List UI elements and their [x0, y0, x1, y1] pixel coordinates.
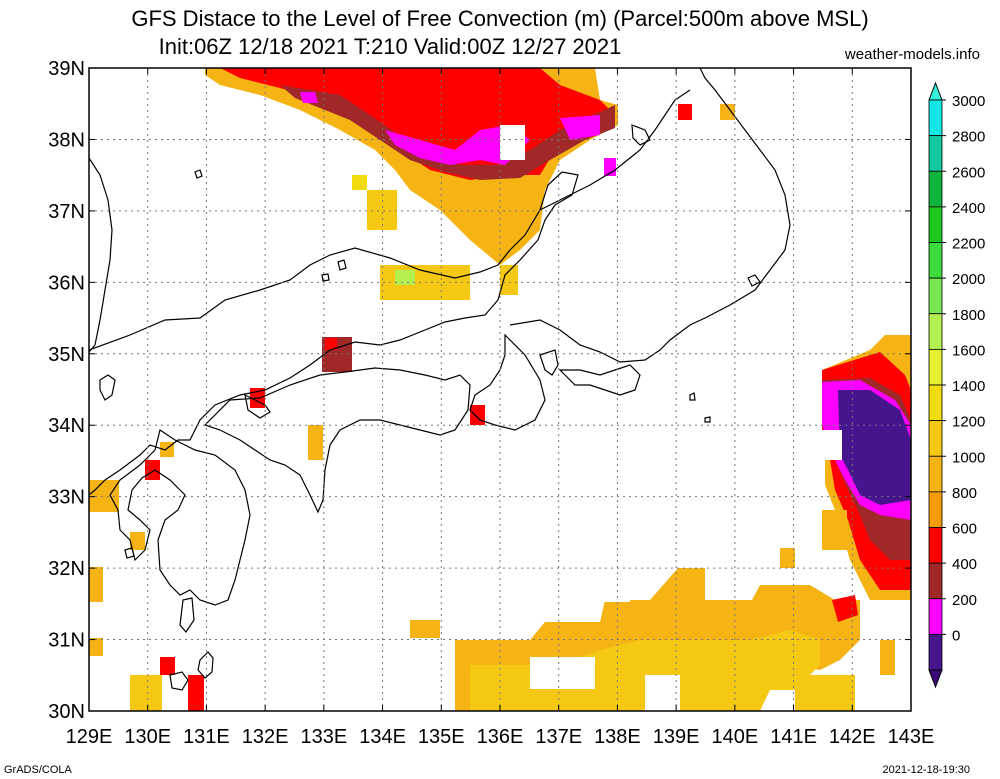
lat-label: 32N [48, 558, 85, 580]
colorbar-label: 1600 [952, 342, 985, 359]
colorbar-label: 800 [952, 485, 977, 502]
colorbar-label: 600 [952, 521, 977, 538]
colorbar-swatch [928, 242, 943, 279]
colorbar-swatch [928, 206, 943, 243]
lon-label: 129E [66, 726, 113, 748]
colorbar-label: 2600 [952, 164, 985, 181]
colorbar-swatch [928, 491, 943, 528]
colorbar-label: 400 [952, 556, 977, 573]
colorbar-bottom-arrow [928, 669, 943, 689]
colorbar-swatch [928, 562, 943, 600]
colorbar-swatch [928, 420, 943, 457]
colorbar-label: 2000 [952, 271, 985, 288]
lon-label: 140E [711, 726, 758, 748]
footer-left: GrADS/COLA [4, 764, 72, 776]
site-label: weather-models.info [844, 46, 980, 63]
lat-label: 37N [48, 201, 85, 223]
colorbar-swatch [928, 455, 943, 493]
lon-label: 131E [183, 726, 230, 748]
lon-label: 141E [770, 726, 817, 748]
lon-label: 136E [477, 726, 524, 748]
colorbar-label: 2800 [952, 129, 985, 146]
colorbar-swatch [928, 99, 943, 137]
colorbar-swatch [928, 598, 943, 635]
colorbar-swatch [928, 384, 943, 422]
colorbar-swatch [928, 348, 943, 386]
lon-label: 135E [418, 726, 465, 748]
lat-label: 31N [48, 630, 85, 652]
colorbar-swatch [928, 313, 943, 350]
lat-label: 30N [48, 701, 85, 723]
colorbar-label: 1400 [952, 378, 985, 395]
axis-ticks [88, 67, 912, 712]
colorbar-label: 2400 [952, 200, 985, 217]
coastlines [89, 68, 791, 691]
lfc-field [89, 68, 911, 711]
colorbar-swatch [928, 135, 943, 172]
lat-label: 36N [48, 272, 85, 294]
colorbar-label: 0 [952, 627, 960, 644]
lat-label: 39N [48, 58, 85, 80]
lon-label: 142E [829, 726, 876, 748]
map-title: GFS Distace to the Level of Free Convect… [131, 6, 869, 31]
lat-axis: 39N 38N 37N 36N 35N 34N 33N 32N 31N 30N [48, 58, 85, 723]
lon-label: 134E [359, 726, 406, 748]
grid-lines [89, 68, 911, 711]
colorbar-label: 1800 [952, 307, 985, 324]
colorbar-swatch [928, 633, 943, 671]
lon-label: 143E [888, 726, 935, 748]
colorbar-label: 200 [952, 592, 977, 609]
colorbar-label: 2200 [952, 236, 985, 253]
lon-axis: 129E 130E 131E 132E 133E 134E 135E 136E 137E 138E… [66, 726, 935, 748]
colorbar-swatch [928, 170, 943, 208]
map-subtitle: Init:06Z 12/18 2021 T:210 Valid:00Z 12/2… [158, 34, 622, 59]
colorbar-swatch [928, 277, 943, 315]
colorbar-top-arrow [928, 81, 943, 101]
lon-label: 137E [535, 726, 582, 748]
colorbar: 3000280026002400220020001800160014001200… [928, 81, 985, 689]
lon-label: 139E [653, 726, 700, 748]
lat-label: 38N [48, 129, 85, 151]
lon-label: 138E [594, 726, 641, 748]
lon-label: 132E [242, 726, 289, 748]
colorbar-label: 3000 [952, 93, 985, 110]
footer-right: 2021-12-18-19:30 [882, 764, 970, 776]
lat-label: 33N [48, 487, 85, 509]
lon-label: 133E [300, 726, 347, 748]
lat-label: 35N [48, 344, 85, 366]
lat-label: 34N [48, 415, 85, 437]
colorbar-label: 1000 [952, 449, 985, 466]
colorbar-label: 1200 [952, 414, 985, 431]
colorbar-swatch [928, 527, 943, 564]
lon-label: 130E [124, 726, 171, 748]
